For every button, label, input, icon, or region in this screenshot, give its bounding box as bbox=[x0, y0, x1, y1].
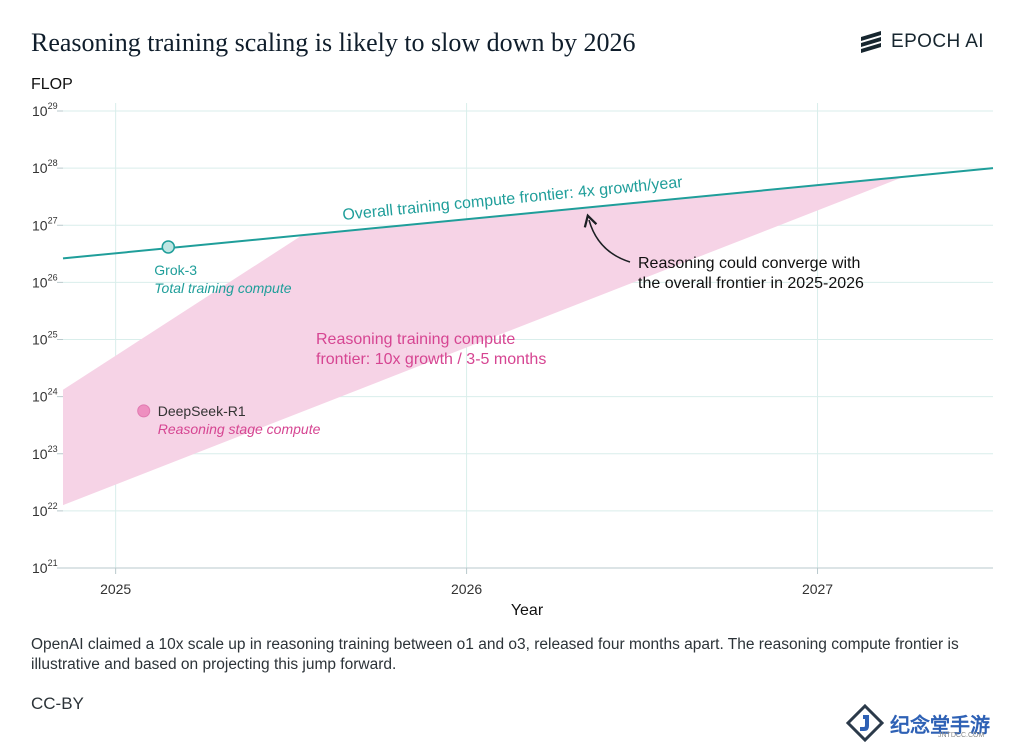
watermark-diamond-icon bbox=[846, 704, 884, 742]
brand-logo: EPOCH AI bbox=[859, 31, 984, 53]
grok-3-sublabel: Total training compute bbox=[154, 280, 291, 296]
y-tick-label: 1029 bbox=[32, 101, 58, 119]
y-tick-label: 1021 bbox=[32, 558, 58, 576]
watermark-subtext: JNTDCC.COM bbox=[938, 732, 985, 739]
axes: 1021 1022 1023 1024 1025 1026 1027 1028 1029 2025… bbox=[32, 101, 993, 619]
x-tick-label: 2025 bbox=[100, 581, 131, 597]
y-tick-label: 1025 bbox=[32, 330, 58, 348]
overall-line-layer bbox=[62, 167, 994, 260]
overall-frontier-line bbox=[62, 167, 994, 260]
reasoning-frontier-label-line2: frontier: 10x growth / 3-5 months bbox=[316, 351, 546, 368]
y-tick-label: 1027 bbox=[32, 215, 58, 233]
epoch-ai-icon bbox=[861, 31, 881, 53]
grok-3-point bbox=[161, 240, 176, 254]
license-label: CC-BY bbox=[31, 694, 84, 713]
y-tick-label: 1022 bbox=[32, 501, 58, 519]
data-points bbox=[137, 240, 176, 418]
deepseek-r1-point bbox=[137, 404, 151, 418]
convergence-arrow bbox=[583, 213, 631, 263]
deepseek-r1-sublabel: Reasoning stage compute bbox=[158, 421, 321, 437]
reasoning-frontier-band bbox=[63, 176, 906, 506]
deepseek-r1-label: DeepSeek-R1 bbox=[158, 403, 246, 419]
chart-title: Reasoning training scaling is likely to … bbox=[31, 28, 636, 57]
watermark: 纪念堂手游 JNTDCC.COM bbox=[846, 704, 990, 742]
y-tick-label: 1023 bbox=[32, 444, 58, 462]
reasoning-band-layer bbox=[63, 176, 906, 506]
brand-name: EPOCH AI bbox=[891, 31, 984, 52]
y-tick-label: 1028 bbox=[32, 158, 58, 176]
x-tick-label: 2026 bbox=[451, 581, 482, 597]
watermark-text: 纪念堂手游 bbox=[890, 714, 990, 737]
reasoning-frontier-label-line1: Reasoning training compute bbox=[316, 331, 515, 348]
y-axis-label: FLOP bbox=[31, 76, 73, 93]
x-axis-title: Year bbox=[511, 602, 544, 619]
chart-footnote: OpenAI claimed a 10x scale up in reasoni… bbox=[31, 636, 959, 673]
y-tick-label: 1024 bbox=[32, 387, 58, 405]
convergence-annotation-line2: the overall frontier in 2025-2026 bbox=[638, 275, 864, 292]
grok-3-label: Grok-3 bbox=[154, 262, 197, 278]
chart: 1021 1022 1023 1024 1025 1026 1027 1028 1029 2025… bbox=[32, 101, 994, 619]
x-tick-label: 2027 bbox=[802, 581, 833, 597]
convergence-annotation-line1: Reasoning could converge with bbox=[638, 255, 860, 272]
y-tick-label: 1026 bbox=[32, 272, 58, 290]
